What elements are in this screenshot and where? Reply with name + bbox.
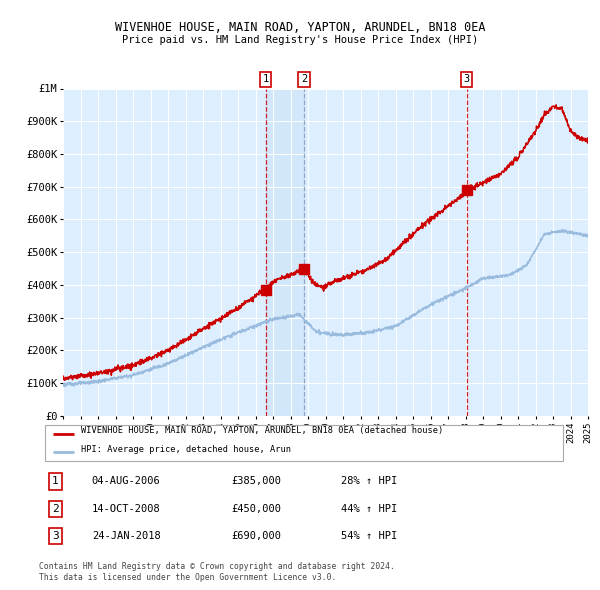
Bar: [266, 88, 304, 416]
Text: 2: 2: [301, 74, 307, 84]
Text: 1: 1: [263, 74, 269, 84]
Text: 54% ↑ HPI: 54% ↑ HPI: [341, 531, 398, 541]
Text: This data is licensed under the Open Government Licence v3.0.: This data is licensed under the Open Gov…: [39, 573, 337, 582]
Text: £690,000: £690,000: [231, 531, 281, 541]
Text: 3: 3: [463, 74, 470, 84]
Text: WIVENHOE HOUSE, MAIN ROAD, YAPTON, ARUNDEL, BN18 0EA (detached house): WIVENHOE HOUSE, MAIN ROAD, YAPTON, ARUND…: [82, 426, 443, 435]
Text: 44% ↑ HPI: 44% ↑ HPI: [341, 504, 398, 514]
Text: 04-AUG-2006: 04-AUG-2006: [92, 477, 161, 487]
Text: HPI: Average price, detached house, Arun: HPI: Average price, detached house, Arun: [82, 444, 292, 454]
FancyBboxPatch shape: [44, 425, 563, 461]
Text: Contains HM Land Registry data © Crown copyright and database right 2024.: Contains HM Land Registry data © Crown c…: [39, 562, 395, 571]
Text: £450,000: £450,000: [231, 504, 281, 514]
Text: Price paid vs. HM Land Registry's House Price Index (HPI): Price paid vs. HM Land Registry's House …: [122, 35, 478, 45]
Text: 3: 3: [52, 531, 59, 541]
Text: 2: 2: [52, 504, 59, 514]
Text: WIVENHOE HOUSE, MAIN ROAD, YAPTON, ARUNDEL, BN18 0EA: WIVENHOE HOUSE, MAIN ROAD, YAPTON, ARUND…: [115, 21, 485, 34]
Text: 24-JAN-2018: 24-JAN-2018: [92, 531, 161, 541]
Text: £385,000: £385,000: [231, 477, 281, 487]
Text: 1: 1: [52, 477, 59, 487]
Text: 14-OCT-2008: 14-OCT-2008: [92, 504, 161, 514]
Text: 28% ↑ HPI: 28% ↑ HPI: [341, 477, 398, 487]
